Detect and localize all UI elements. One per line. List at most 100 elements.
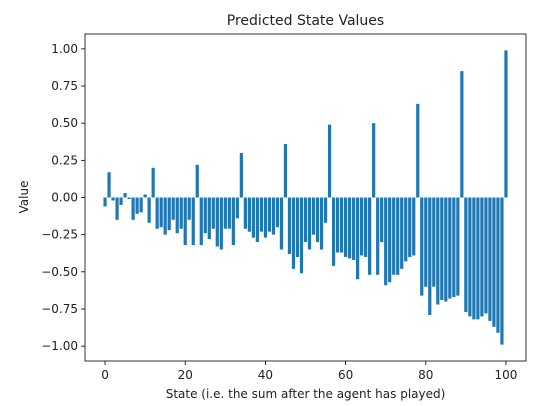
bar xyxy=(303,197,308,243)
bar xyxy=(464,197,468,312)
y-tick-label: 0.75 xyxy=(51,79,78,93)
bar xyxy=(255,197,259,243)
bar xyxy=(247,197,251,232)
bar xyxy=(191,197,195,246)
bar xyxy=(400,197,404,269)
bar xyxy=(259,197,264,232)
y-tick-label: 0.25 xyxy=(51,153,78,167)
x-tick-label: 40 xyxy=(258,368,273,382)
bar xyxy=(235,197,239,219)
bar xyxy=(376,197,380,275)
bar xyxy=(356,197,360,280)
bar xyxy=(143,194,147,198)
bar xyxy=(428,197,432,315)
bar xyxy=(195,164,199,198)
bar xyxy=(380,197,384,243)
bar xyxy=(147,197,151,223)
bar xyxy=(352,197,356,260)
x-tick-label: 20 xyxy=(178,368,193,382)
bar xyxy=(231,197,235,246)
y-axis-label: Value xyxy=(17,181,31,214)
bar xyxy=(183,197,187,246)
bar xyxy=(127,197,131,199)
bar xyxy=(339,197,344,253)
x-tick-label: 100 xyxy=(495,368,518,382)
y-tick-label: −1.00 xyxy=(41,339,78,353)
bar xyxy=(496,197,500,333)
bar xyxy=(207,197,211,240)
bar xyxy=(155,197,159,229)
y-tick-label: 1.00 xyxy=(51,42,78,56)
x-tick-label: 60 xyxy=(338,368,353,382)
bar xyxy=(123,193,127,198)
bar xyxy=(416,103,420,198)
bar xyxy=(504,50,508,198)
bar xyxy=(139,197,143,213)
bar xyxy=(111,197,115,201)
bar xyxy=(372,123,376,198)
bar xyxy=(488,197,492,321)
bar xyxy=(239,152,243,198)
bar xyxy=(203,197,207,234)
y-tick-label: −0.50 xyxy=(41,265,78,279)
bar xyxy=(215,197,219,247)
y-tick-label: 0.50 xyxy=(51,116,78,130)
bar xyxy=(219,197,223,250)
bar xyxy=(299,197,304,274)
bar xyxy=(384,197,388,286)
axes-group: 0 20 40 60 80 100 −1.00 −0.75 −0.50 −0.25 0.00 0.25… xyxy=(41,33,527,382)
bar xyxy=(480,197,484,317)
bar xyxy=(287,197,292,254)
bar xyxy=(175,197,179,234)
bar xyxy=(187,197,191,220)
bar xyxy=(331,197,336,266)
bar xyxy=(327,124,332,198)
y-tick-label: −0.25 xyxy=(41,228,78,242)
bar xyxy=(115,197,119,220)
bar xyxy=(151,167,155,198)
bar xyxy=(436,197,440,305)
bar xyxy=(271,197,276,235)
bar xyxy=(323,197,328,223)
bar xyxy=(335,197,340,253)
bar xyxy=(492,197,496,327)
bar xyxy=(179,197,183,229)
bar xyxy=(103,197,107,207)
bar xyxy=(315,197,320,243)
bar xyxy=(311,197,316,235)
bar xyxy=(360,197,364,256)
bar xyxy=(404,197,408,262)
bar xyxy=(364,197,368,257)
y-tick-label: −0.75 xyxy=(41,302,78,316)
bar xyxy=(251,197,255,238)
bar xyxy=(243,197,247,229)
x-tick-label: 0 xyxy=(101,368,109,382)
bar xyxy=(159,197,163,228)
bar xyxy=(452,197,456,298)
bar xyxy=(484,197,488,314)
bar xyxy=(348,197,352,259)
bar xyxy=(472,197,476,320)
bar xyxy=(275,197,280,228)
bar xyxy=(396,197,400,275)
bar xyxy=(368,197,372,275)
bars-group xyxy=(103,50,508,345)
x-tick-label: 80 xyxy=(418,368,433,382)
bar xyxy=(448,197,452,299)
bar xyxy=(412,197,416,256)
bar xyxy=(424,197,428,287)
bar xyxy=(408,197,412,257)
bar xyxy=(163,197,167,235)
bar xyxy=(343,197,348,257)
bar xyxy=(167,197,171,231)
bar xyxy=(307,197,312,250)
bar xyxy=(476,197,480,320)
bar xyxy=(223,197,227,229)
bar xyxy=(211,197,215,229)
x-axis-label: State (i.e. the sum after the agent has … xyxy=(166,387,446,401)
bar xyxy=(456,197,460,296)
bar xyxy=(227,197,231,229)
bar xyxy=(199,197,203,246)
bar xyxy=(283,143,288,198)
